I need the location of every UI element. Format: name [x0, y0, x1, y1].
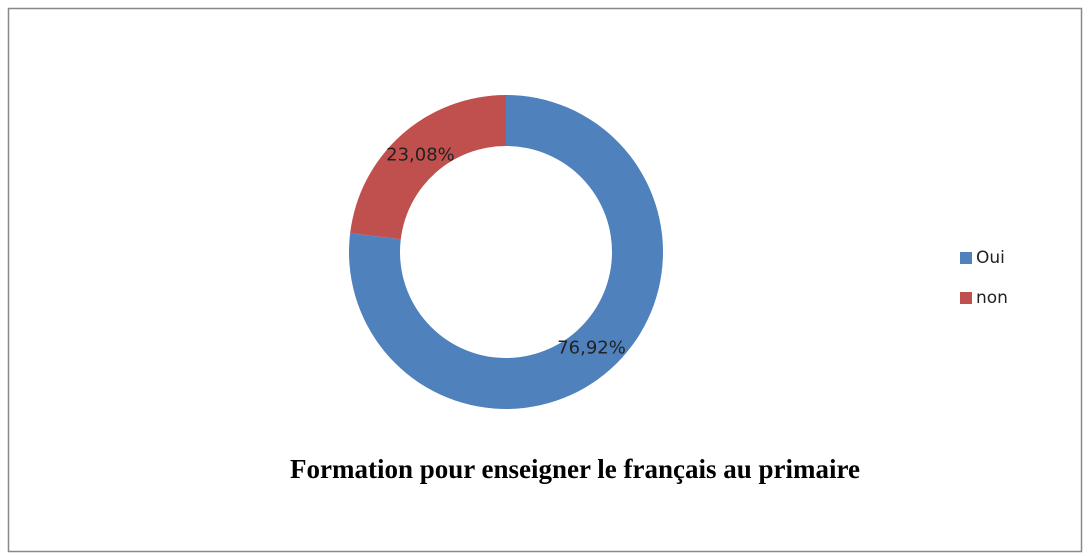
donut-slice — [349, 95, 664, 410]
data-label: 76,92% — [557, 338, 626, 359]
chart-title: Formation pour enseigner le français au … — [290, 454, 860, 484]
data-label: 23,08% — [386, 144, 455, 165]
legend-label: Oui — [976, 248, 1005, 268]
legend-label: non — [976, 288, 1008, 308]
legend-swatch — [960, 252, 972, 264]
donut-slice — [350, 95, 506, 240]
legend-swatch — [960, 292, 972, 304]
chart-frame — [7, 7, 1083, 553]
